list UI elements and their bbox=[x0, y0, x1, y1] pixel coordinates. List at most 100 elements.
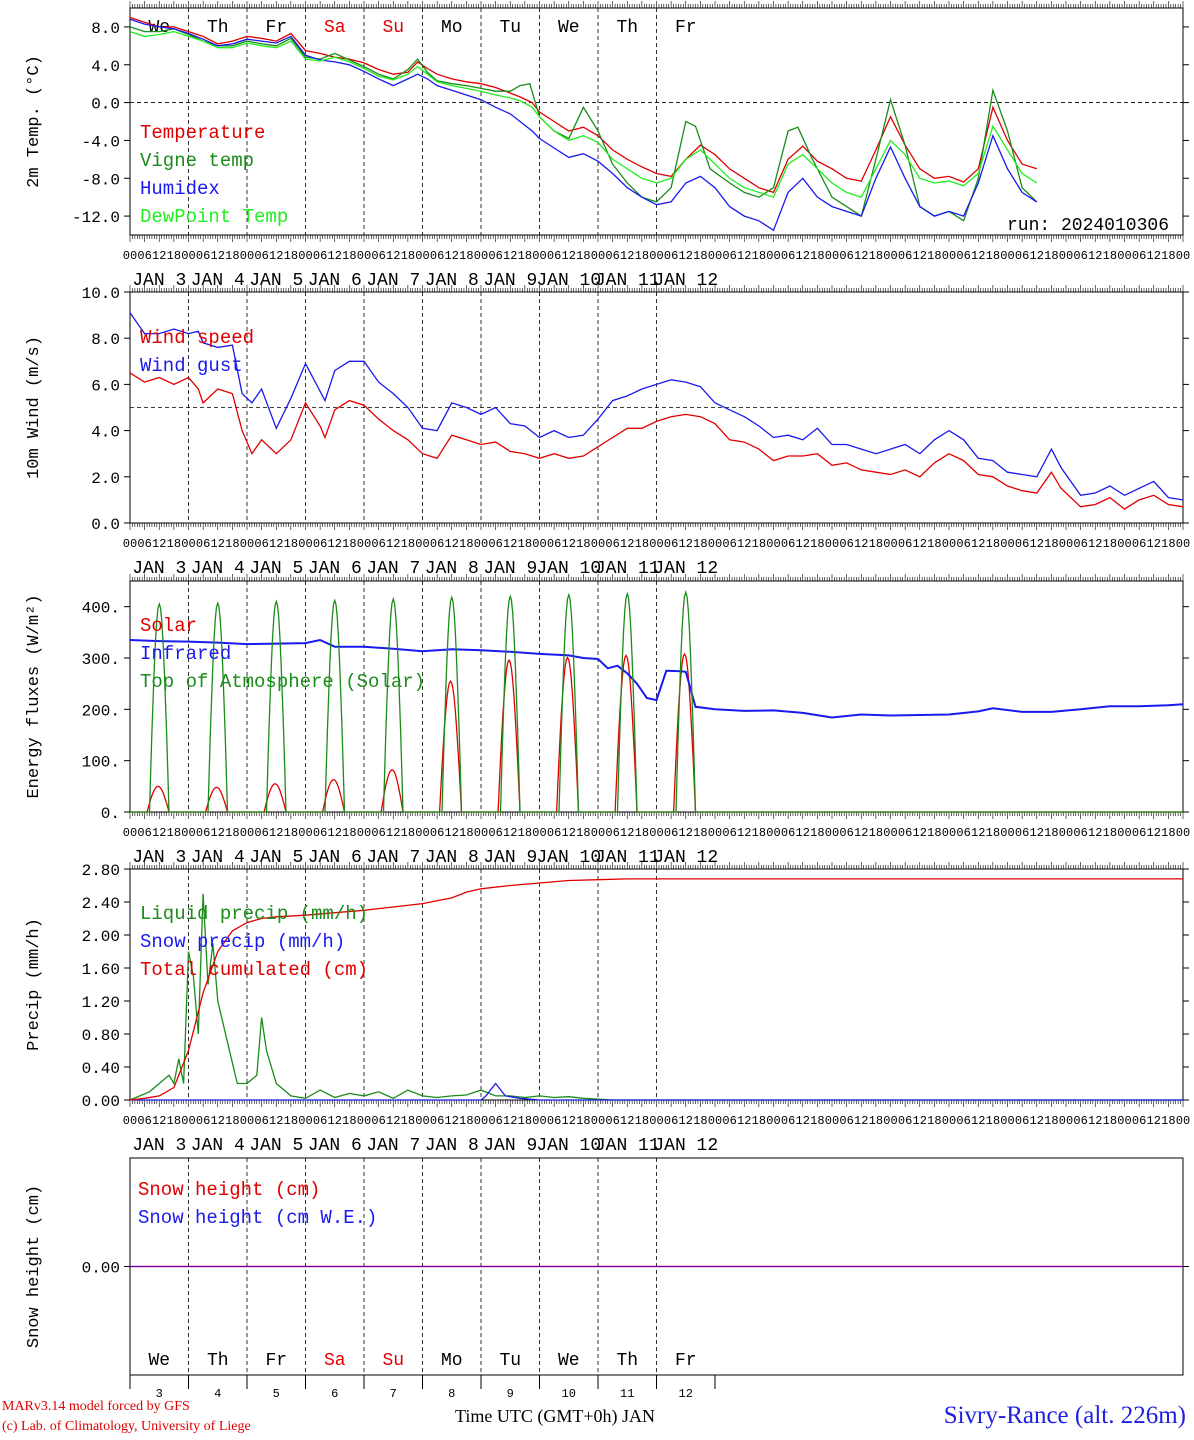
x-hour-label: 18 bbox=[752, 537, 766, 551]
x-hour-label: 18 bbox=[635, 537, 649, 551]
x-hour-label: 00 bbox=[474, 249, 488, 263]
x-hour-label: 06 bbox=[1073, 537, 1087, 551]
x-hour-label: 00 bbox=[708, 1114, 722, 1128]
x-hour-label: 12 bbox=[679, 826, 693, 840]
day-number-label: 6 bbox=[331, 1387, 338, 1401]
x-hour-label: 12 bbox=[737, 1114, 751, 1128]
x-date-label: JAN 7 bbox=[366, 848, 420, 868]
x-hour-label: 12 bbox=[854, 826, 868, 840]
x-hour-label: 18 bbox=[1103, 1114, 1117, 1128]
x-hour-label: 00 bbox=[532, 826, 546, 840]
x-hour-label: 06 bbox=[1132, 826, 1146, 840]
x-hour-label: 06 bbox=[722, 1114, 736, 1128]
x-hour-label: 18 bbox=[986, 826, 1000, 840]
x-date-label: JAN 11 bbox=[595, 848, 660, 868]
x-hour-label: 12 bbox=[679, 1114, 693, 1128]
x-hour-label: 06 bbox=[605, 826, 619, 840]
x-hour-label: 12 bbox=[562, 1114, 576, 1128]
x-date-label: JAN 6 bbox=[308, 848, 362, 868]
legend-entry: Wind speed bbox=[140, 327, 254, 349]
y-tick-label: 0.0 bbox=[91, 516, 120, 534]
x-hour-label: 00 bbox=[298, 537, 312, 551]
x-hour-label: 06 bbox=[254, 1114, 268, 1128]
x-hour-label: 18 bbox=[693, 249, 707, 263]
x-hour-label: 12 bbox=[1030, 1114, 1044, 1128]
x-hour-label: 00 bbox=[357, 1114, 371, 1128]
x-hour-label: 12 bbox=[1147, 537, 1161, 551]
x-hour-label: 18 bbox=[576, 826, 590, 840]
x-hour-label: 12 bbox=[913, 1114, 927, 1128]
x-hour-label: 18 bbox=[342, 826, 356, 840]
x-date-label: JAN 6 bbox=[308, 1136, 362, 1156]
x-date-label: JAN 5 bbox=[249, 848, 303, 868]
day-number-label: 4 bbox=[214, 1387, 221, 1401]
x-date-label: JAN 3 bbox=[132, 271, 186, 291]
weekday-label-top: Th bbox=[616, 18, 638, 38]
x-hour-label: 06 bbox=[313, 537, 327, 551]
x-hour-label: 12 bbox=[503, 249, 517, 263]
x-hour-label: 12 bbox=[152, 826, 166, 840]
x-hour-label: 12 bbox=[620, 537, 634, 551]
y-tick-label: 0.40 bbox=[82, 1060, 120, 1078]
weekday-label-bottom: Su bbox=[382, 1351, 404, 1371]
x-axis-title: Time UTC (GMT+0h) JAN bbox=[455, 1406, 655, 1426]
x-hour-label: 18 bbox=[1103, 249, 1117, 263]
x-hour-label: 06 bbox=[488, 826, 502, 840]
x-hour-label: 06 bbox=[1132, 249, 1146, 263]
legend-entry: Infrared bbox=[140, 643, 231, 665]
x-hour-label: 12 bbox=[854, 1114, 868, 1128]
x-hour-label: 18 bbox=[927, 826, 941, 840]
weekday-label-top: Th bbox=[207, 18, 229, 38]
x-hour-label: 06 bbox=[1073, 1114, 1087, 1128]
x-hour-label: 00 bbox=[942, 826, 956, 840]
x-hour-label: 06 bbox=[313, 249, 327, 263]
x-hour-label: 00 bbox=[357, 537, 371, 551]
x-hour-label: 18 bbox=[342, 537, 356, 551]
x-hour-label: 00 bbox=[1176, 249, 1190, 263]
x-hour-label: 18 bbox=[810, 1114, 824, 1128]
x-hour-label: 00 bbox=[415, 537, 429, 551]
x-hour-label: 06 bbox=[1132, 1114, 1146, 1128]
x-hour-label: 06 bbox=[956, 537, 970, 551]
x-hour-label: 18 bbox=[225, 1114, 239, 1128]
x-hour-label: 18 bbox=[167, 537, 181, 551]
y-tick-label: 0.80 bbox=[82, 1027, 120, 1045]
x-hour-label: 18 bbox=[401, 1114, 415, 1128]
x-hour-label: 06 bbox=[1132, 537, 1146, 551]
x-hour-label: 18 bbox=[225, 537, 239, 551]
x-hour-label: 18 bbox=[225, 249, 239, 263]
x-hour-label: 18 bbox=[518, 826, 532, 840]
x-hour-label: 06 bbox=[605, 249, 619, 263]
x-hour-label: 00 bbox=[766, 826, 780, 840]
x-hour-label: 06 bbox=[371, 537, 385, 551]
day-number-label: 8 bbox=[448, 1387, 455, 1401]
x-hour-label: 00 bbox=[298, 826, 312, 840]
weekday-label-top: Tu bbox=[499, 18, 521, 38]
x-hour-label: 12 bbox=[1147, 1114, 1161, 1128]
x-date-label: JAN 3 bbox=[132, 848, 186, 868]
x-hour-label: 12 bbox=[913, 249, 927, 263]
day-number-label: 9 bbox=[507, 1387, 514, 1401]
x-hour-label: 12 bbox=[503, 1114, 517, 1128]
legend-entry: DewPoint Temp bbox=[140, 206, 288, 228]
x-hour-label: 00 bbox=[298, 249, 312, 263]
x-hour-label: 00 bbox=[1117, 249, 1131, 263]
x-hour-label: 12 bbox=[1030, 537, 1044, 551]
day-number-label: 11 bbox=[620, 1387, 634, 1401]
weekday-label-bottom: Mo bbox=[441, 1351, 463, 1371]
x-hour-label: 06 bbox=[781, 249, 795, 263]
x-hour-label: 12 bbox=[854, 249, 868, 263]
x-hour-label: 12 bbox=[562, 537, 576, 551]
x-hour-label: 00 bbox=[181, 1114, 195, 1128]
x-hour-label: 12 bbox=[386, 249, 400, 263]
legend-entry: Top of Atmosphere (Solar) bbox=[140, 671, 425, 693]
x-hour-label: 06 bbox=[196, 1114, 210, 1128]
x-hour-label: 06 bbox=[137, 537, 151, 551]
y-tick-label: -8.0 bbox=[82, 171, 120, 189]
y-tick-label: 2.40 bbox=[82, 895, 120, 913]
x-hour-label: 12 bbox=[679, 249, 693, 263]
x-hour-label: 00 bbox=[532, 537, 546, 551]
x-hour-label: 00 bbox=[708, 537, 722, 551]
x-date-label: JAN 11 bbox=[595, 559, 660, 579]
